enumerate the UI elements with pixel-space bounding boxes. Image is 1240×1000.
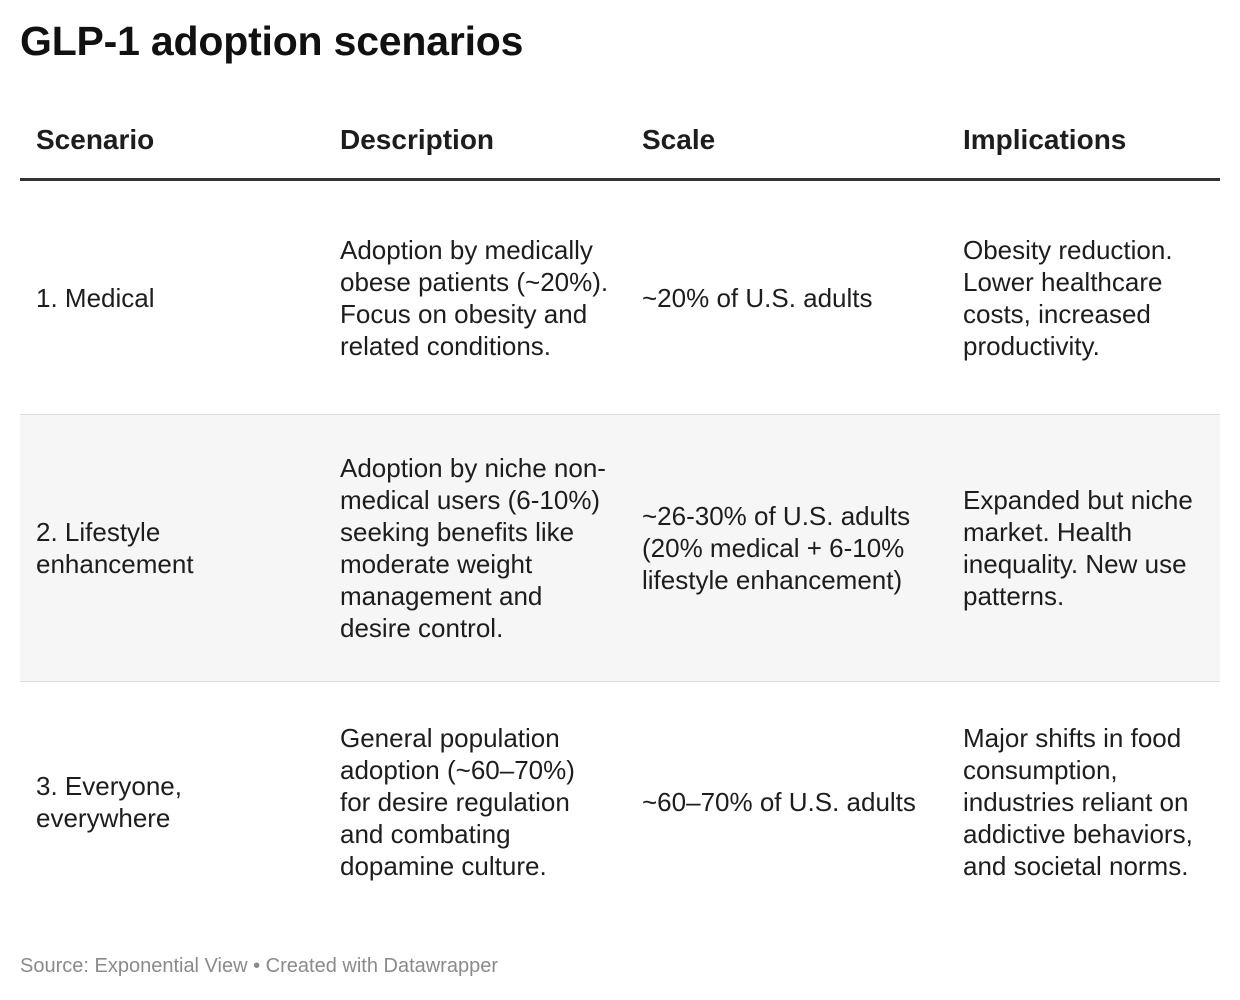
scale-cell: ~20% of U.S. adults (642, 282, 873, 313)
page-title: GLP-1 adoption scenarios (20, 18, 524, 64)
header-implications: Implications (963, 124, 1127, 155)
table-header-row: Scenario Description Scale Implications (20, 112, 1220, 181)
scale-cell: ~26-30% of U.S. adults (20% medical + 6-… (642, 501, 911, 595)
table-row: 1. Medical Adoption by medically obese p… (20, 181, 1220, 415)
header-scenario: Scenario (36, 124, 155, 155)
table-row: 3. Everyone, everywhere General populati… (20, 682, 1220, 922)
header-description: Description (340, 124, 495, 155)
scale-cell: ~60–70% of U.S. adults (642, 787, 916, 817)
scenario-cell: 3. Everyone, everywhere (36, 771, 182, 833)
scenario-cell: 2. Lifestyle enhancement (36, 517, 194, 579)
table-row: 2. Lifestyle enhancement Adoption by nic… (20, 415, 1220, 682)
header-scale: Scale (642, 124, 716, 155)
description-cell: General population adoption (~60–70%) fo… (340, 723, 575, 881)
description-cell: Adoption by niche non-medical users (6-1… (340, 453, 606, 643)
scenario-cell: 1. Medical (36, 282, 155, 313)
implications-cell: Major shifts in food consumption, indust… (963, 723, 1193, 881)
scenarios-table: Scenario Description Scale Implications … (20, 112, 1220, 922)
implications-cell: Obesity reduction. Lower healthcare cost… (963, 234, 1173, 361)
source-note: Source: Exponential View • Created with … (20, 955, 498, 977)
implications-cell: Expanded but niche market. Health inequa… (963, 485, 1193, 611)
description-cell: Adoption by medically obese patients (~2… (340, 234, 609, 361)
